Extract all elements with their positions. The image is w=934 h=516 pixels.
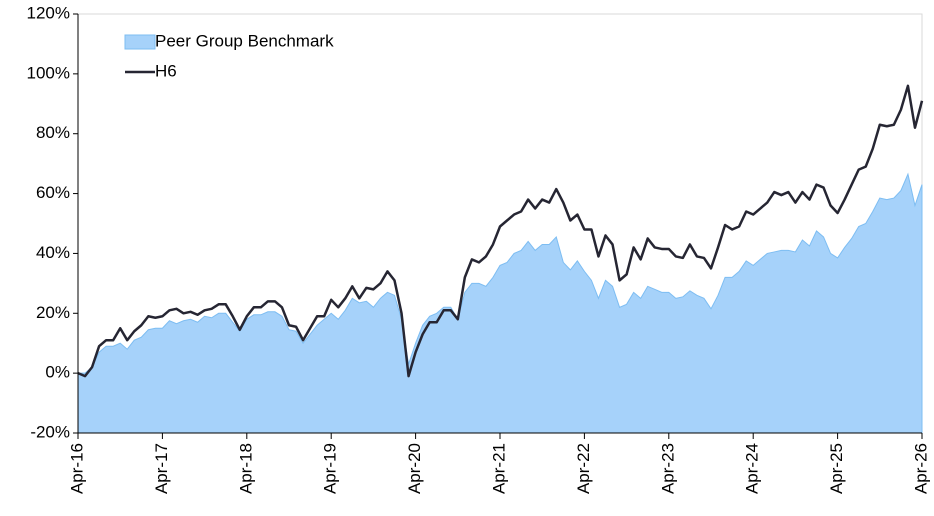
legend-label: Peer Group Benchmark xyxy=(155,31,334,50)
x-tick-label: Apr-19 xyxy=(321,443,340,494)
legend-label: H6 xyxy=(155,61,177,80)
x-tick-label: Apr-23 xyxy=(658,443,677,494)
x-tick-label: Apr-16 xyxy=(67,443,86,494)
x-tick-label: Apr-21 xyxy=(489,443,508,494)
y-tick-label: 120% xyxy=(27,3,70,22)
legend-swatch xyxy=(124,34,156,50)
x-tick-label: Apr-22 xyxy=(574,443,593,494)
y-tick-label: 80% xyxy=(36,123,70,142)
area xyxy=(77,172,923,434)
x-tick-label: Apr-25 xyxy=(827,443,846,494)
y-tick-label: 60% xyxy=(36,183,70,202)
y-tick-label: 0% xyxy=(45,363,70,382)
x-tick-label: Apr-26 xyxy=(911,443,930,494)
y-tick-label: -20% xyxy=(30,422,70,441)
y-tick-label: 20% xyxy=(36,303,70,322)
y-tick-label: 100% xyxy=(27,63,70,82)
y-tick-label: 40% xyxy=(36,243,70,262)
x-tick-label: Apr-18 xyxy=(236,443,255,494)
x-tick-label: Apr-24 xyxy=(743,443,762,494)
line xyxy=(77,84,924,378)
x-tick-label: Apr-20 xyxy=(405,443,424,494)
x-tick-label: Apr-17 xyxy=(152,443,171,494)
